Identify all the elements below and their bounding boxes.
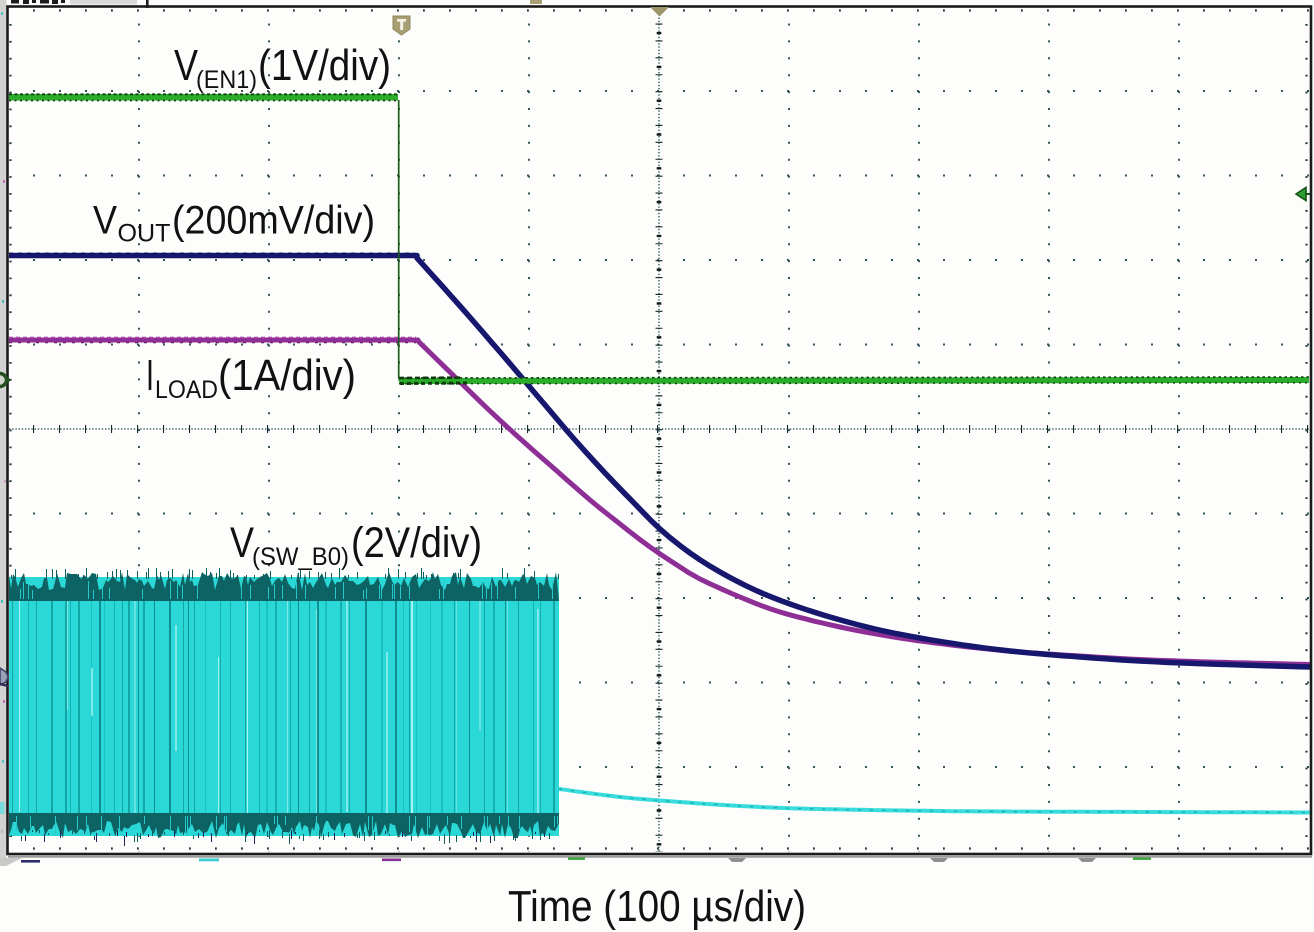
svg-text:(1V/div): (1V/div)	[258, 41, 391, 90]
svg-text:LOAD: LOAD	[155, 376, 218, 404]
svg-text:(2V/div): (2V/div)	[351, 520, 482, 567]
svg-text:(1A/div): (1A/div)	[218, 351, 356, 400]
svg-text:V: V	[174, 41, 199, 90]
svg-text:(SW_B0): (SW_B0)	[252, 543, 349, 571]
svg-text:V: V	[230, 520, 255, 567]
svg-text:I: I	[146, 351, 154, 400]
svg-text:V: V	[93, 199, 117, 243]
svg-text:OUT: OUT	[118, 220, 171, 248]
svg-text:Time (100 µs/div): Time (100 µs/div)	[508, 882, 806, 931]
svg-text:(200mV/div): (200mV/div)	[172, 199, 375, 243]
svg-text:(EN1): (EN1)	[196, 66, 257, 94]
